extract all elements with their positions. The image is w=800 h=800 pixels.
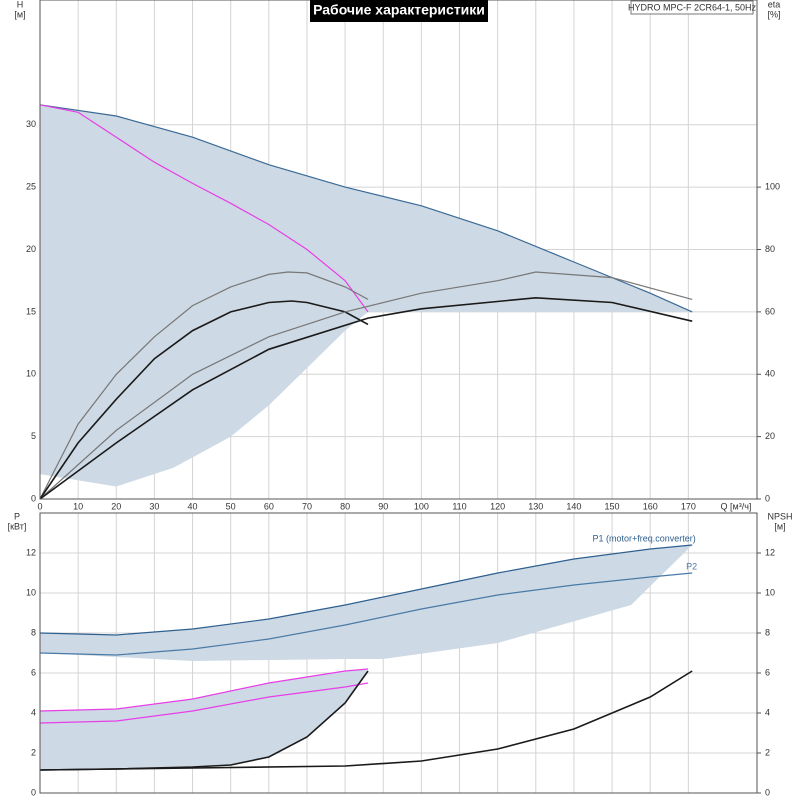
curve [39,271,693,500]
x-tick-label: 0 [37,501,42,511]
y2-axis-unit: [%] [767,9,780,19]
curve [39,572,693,656]
y2-tick-label: 40 [765,369,775,379]
y-tick-label: 2 [31,747,36,757]
x-axis-label: Q [м³/ч] [721,501,752,511]
plot-frame [39,0,758,500]
y2-tick-label: 6 [765,667,770,677]
y2-tick-label: 12 [765,547,775,557]
curve [39,670,693,771]
y2-tick-label: 100 [765,182,780,192]
y-tick-label: 20 [26,244,36,254]
y-axis-unit: [м] [14,9,25,19]
range-area [40,104,693,487]
x-tick-label: 80 [340,501,350,511]
x-tick-label: 50 [226,501,236,511]
x-tick-label: 100 [414,501,429,511]
series-label: P1 (motor+freq.converter) [593,533,696,543]
x-tick-label: 110 [452,501,466,511]
y2-axis-unit: [м] [774,521,785,531]
x-tick-label: 70 [302,501,312,511]
curve [39,296,693,500]
y-tick-label: 0 [31,787,36,797]
y2-tick-label: 60 [765,306,775,316]
x-tick-label: 120 [490,501,505,511]
y-tick-label: 12 [26,547,36,557]
x-tick-label: 10 [73,501,83,511]
y-axis-unit: [кВт] [8,521,27,531]
y2-tick-label: 0 [765,493,770,503]
x-tick-label: 20 [111,501,121,511]
y2-tick-label: 80 [765,244,775,254]
y-tick-label: 8 [31,627,36,637]
y-tick-label: 5 [31,431,36,441]
curve [39,300,369,500]
y2-axis-label: eta [768,0,781,9]
y2-tick-label: 20 [765,431,775,441]
y-tick-label: 25 [26,182,36,192]
curve [39,271,369,500]
y-axis-label: H [17,0,24,9]
plot-frame [39,512,758,794]
y2-tick-label: 2 [765,747,770,757]
x-tick-label: 40 [188,501,198,511]
curve [39,668,369,712]
y-tick-label: 30 [26,119,36,129]
y2-tick-label: 8 [765,627,770,637]
x-tick-label: 140 [566,501,581,511]
series-label: P2 [686,561,697,571]
x-tick-label: 160 [643,501,658,511]
curve [39,544,693,636]
y-tick-label: 15 [26,306,36,316]
y-tick-label: 10 [26,587,36,597]
y-axis-label: P [14,511,20,521]
x-tick-label: 90 [378,501,388,511]
y2-axis-label: NPSH [767,511,792,521]
model-label: HYDRO MPC-F 2CR64-1, 50Hz [628,2,757,12]
x-tick-label: 150 [605,501,620,511]
y-tick-label: 0 [31,493,36,503]
title-box [310,0,488,22]
range-area [40,545,693,661]
chart-title: Рабочие характеристики [313,2,485,18]
y2-tick-label: 10 [765,587,775,597]
y-tick-label: 10 [26,369,36,379]
x-tick-label: 60 [264,501,274,511]
y2-tick-label: 0 [765,787,770,797]
x-tick-label: 170 [681,501,696,511]
x-tick-label: 30 [149,501,159,511]
model-box [630,0,754,15]
y-tick-label: 4 [31,707,36,717]
y2-tick-label: 4 [765,707,770,717]
curve [39,682,369,724]
x-tick-label: 130 [528,501,543,511]
y-tick-label: 6 [31,667,36,677]
curve [39,104,369,313]
